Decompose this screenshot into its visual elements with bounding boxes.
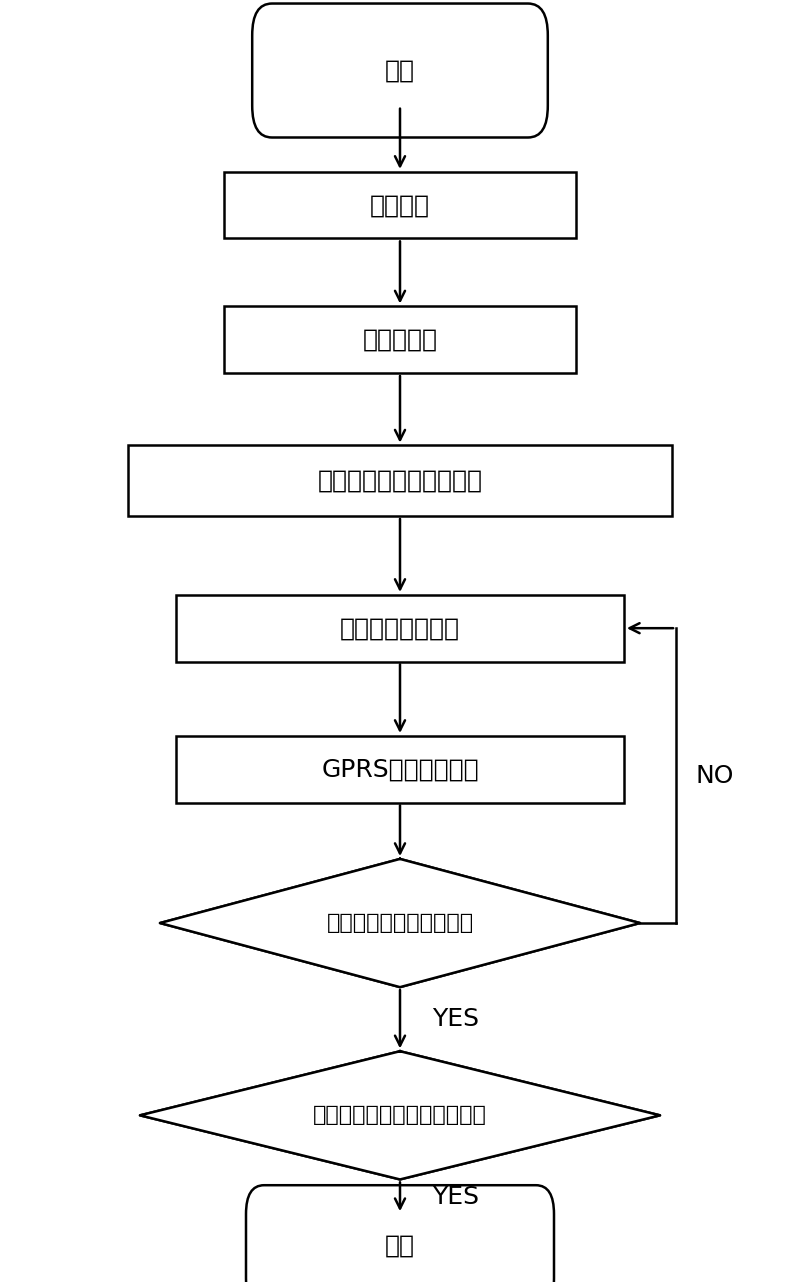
Bar bbox=[176, 595, 624, 662]
Text: YES: YES bbox=[432, 1185, 479, 1209]
Text: 上位机判断数据是否完整: 上位机判断数据是否完整 bbox=[326, 913, 474, 933]
Text: 光纤光栅解调仪采集数据: 光纤光栅解调仪采集数据 bbox=[318, 469, 482, 492]
Text: 下位机数据预处理: 下位机数据预处理 bbox=[340, 617, 460, 640]
Text: 报警: 报警 bbox=[385, 1235, 415, 1258]
FancyBboxPatch shape bbox=[252, 4, 548, 137]
Bar bbox=[224, 306, 576, 373]
Text: 数据采集: 数据采集 bbox=[370, 194, 430, 217]
Text: 开始: 开始 bbox=[385, 59, 415, 82]
Bar bbox=[176, 736, 624, 803]
Text: GPRS模块数据传输: GPRS模块数据传输 bbox=[321, 758, 479, 781]
Polygon shape bbox=[160, 859, 640, 987]
FancyBboxPatch shape bbox=[246, 1185, 554, 1282]
Bar bbox=[128, 445, 672, 515]
Text: YES: YES bbox=[432, 1008, 479, 1031]
Text: 光开关导通: 光开关导通 bbox=[362, 328, 438, 351]
Polygon shape bbox=[140, 1051, 660, 1179]
Bar bbox=[224, 172, 576, 238]
Text: 处理并判断数据是否超出阈值: 处理并判断数据是否超出阈值 bbox=[313, 1105, 487, 1126]
Text: NO: NO bbox=[696, 764, 734, 787]
